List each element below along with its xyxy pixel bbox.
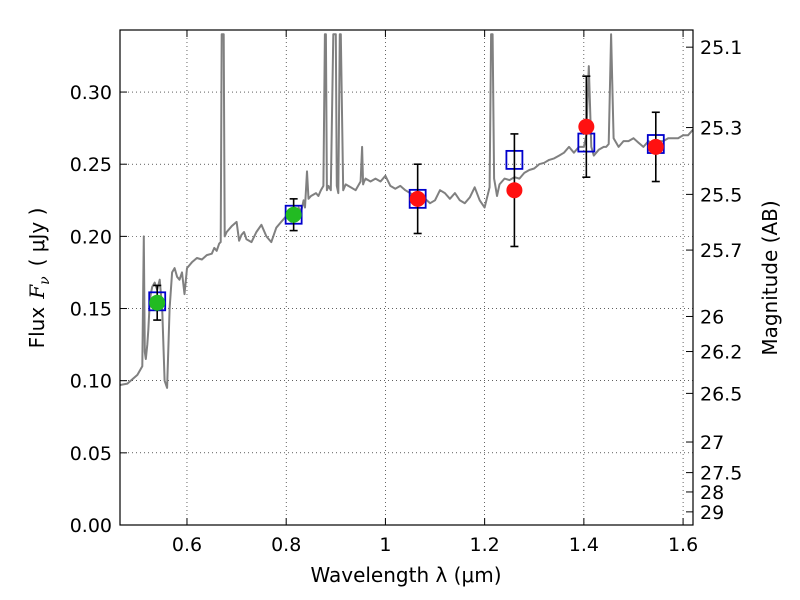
y-tick-label-4: 0.20 — [70, 226, 112, 248]
mag-tick-label-0: 25.1 — [700, 37, 742, 59]
x-tick-label-4: 1.4 — [569, 534, 599, 556]
x-tick-label-3: 1.2 — [470, 534, 500, 556]
x-tick-label-0: 0.6 — [172, 534, 202, 556]
observed-flux-point-1-1 — [285, 206, 302, 223]
mag-tick-label-4: 26 — [700, 306, 724, 328]
y-tick-label-0: 0.00 — [70, 515, 112, 537]
mag-tick-label-6: 26.5 — [700, 383, 742, 405]
y-axis-label-prefix: Flux — [25, 307, 49, 349]
y-axis-label-subscript: ν — [37, 276, 53, 285]
observed-flux-point-2-2 — [578, 118, 595, 135]
mag-tick-label-3: 25.7 — [700, 240, 742, 262]
x-axis-label: Wavelength λ (μm) — [310, 563, 501, 587]
grid-lines — [120, 30, 693, 526]
mag-tick-label-5: 26.2 — [700, 342, 742, 364]
y-axis-label-symbol: F — [25, 284, 49, 300]
mag-tick-label-10: 29 — [700, 502, 724, 524]
model-spectrum-line — [120, 33, 693, 389]
axis-ticks: 0.6 0.8 1 1.2 1.4 1.6 0.00 0.05 0.10 0.15 0.20 0.25… — [70, 30, 742, 556]
y-tick-label-6: 0.30 — [70, 82, 112, 104]
observed-flux-point-2-0 — [409, 190, 426, 207]
y-axis-label-unit: ( μJy ) — [25, 208, 49, 267]
x-tick-label-2: 1 — [379, 534, 391, 556]
mag-tick-label-7: 27 — [700, 432, 724, 454]
observed-flux-point-2-3 — [647, 138, 664, 155]
y-axis-label: Flux Fν ( μJy ) — [25, 208, 53, 349]
y-tick-label-3: 0.15 — [70, 299, 112, 321]
mag-tick-label-9: 28 — [700, 482, 724, 504]
x-tick-label-1: 0.8 — [271, 534, 301, 556]
plot-area — [120, 33, 693, 389]
x-tick-label-5: 1.6 — [668, 534, 698, 556]
y2-axis-label: Magnitude (AB) — [758, 200, 782, 355]
mag-tick-label-2: 25.5 — [700, 184, 742, 206]
mag-tick-label-8: 27.5 — [700, 463, 742, 485]
observed-flux-point-1-0 — [149, 294, 166, 311]
y-tick-label-2: 0.10 — [70, 371, 112, 393]
y-tick-label-1: 0.05 — [70, 443, 112, 465]
axes-frame — [119, 29, 694, 526]
observed-flux-point-2-1 — [506, 182, 523, 199]
y-tick-label-5: 0.25 — [70, 154, 112, 176]
mag-tick-label-1: 25.3 — [700, 118, 742, 140]
